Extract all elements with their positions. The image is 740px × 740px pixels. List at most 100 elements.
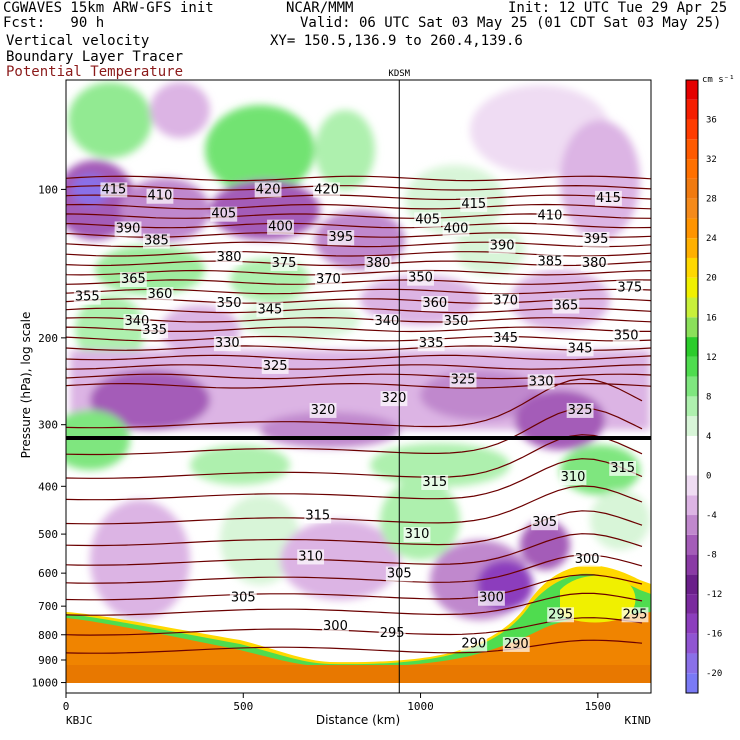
colorbar-swatch <box>686 376 698 397</box>
theta-contour-label: 315 <box>610 461 635 476</box>
theta-label-bg <box>421 296 449 312</box>
theta-contour-label: 325 <box>568 403 593 418</box>
kdsm-marker-label: KDSM <box>388 69 410 79</box>
theta-label-bg <box>215 296 243 312</box>
theta-contour-label: 370 <box>316 272 341 287</box>
theta-contour-label: 345 <box>257 302 282 317</box>
theta-label-bg <box>616 280 644 296</box>
theta-contour-label: 310 <box>298 549 323 564</box>
theta-contour-label: 305 <box>231 591 256 606</box>
colorbar-swatch <box>686 99 698 120</box>
theta-contour <box>66 203 651 210</box>
theta-label-bg <box>595 190 622 206</box>
theta-label-bg <box>373 314 401 330</box>
theta-label-bg <box>414 212 442 228</box>
colorbar-swatch <box>686 574 698 595</box>
vertical-velocity-colorbar: -20 -16 -12 -8 -4 0 4 8 12 16 20 24 28 32 36 <box>685 79 722 694</box>
colorbar-swatch <box>686 159 698 179</box>
colorbar-tick-label: -20 <box>706 669 722 679</box>
colorbar-swatch <box>686 277 698 298</box>
theta-contour-label: 410 <box>538 209 563 224</box>
theta-label-bg <box>417 336 445 352</box>
colorbar-swatch <box>686 257 698 278</box>
theta-label-bg <box>114 221 142 237</box>
colorbar-swatch <box>686 198 698 219</box>
theta-contour-label: 380 <box>582 256 607 271</box>
colorbar-tick-label: 20 <box>706 274 717 284</box>
y-tick-label: 1000 <box>32 677 59 690</box>
theta-label-bg <box>327 230 355 246</box>
theta-contour-label: 335 <box>419 336 444 351</box>
theta-contour <box>66 407 643 456</box>
theta-label-bg <box>460 196 488 212</box>
colorbar-swatch <box>686 218 698 239</box>
theta-label-bg <box>322 619 349 635</box>
theta-label-bg <box>502 636 530 652</box>
colorbar-swatch <box>686 396 698 417</box>
theta-contour-label: 415 <box>461 197 486 212</box>
theta-contour-label: 325 <box>451 373 476 388</box>
colorbar-swatch <box>686 356 698 377</box>
theta-contour-label: 395 <box>584 232 609 247</box>
y-tick-label: 800 <box>38 629 58 642</box>
colorbar-swatch <box>686 119 698 140</box>
theta-contour-label: 315 <box>422 475 447 490</box>
colorbar-tick-label: 32 <box>706 155 717 165</box>
theta-label-bg <box>488 238 516 254</box>
theta-label-bg <box>304 508 332 524</box>
theta-label-bg <box>142 233 170 249</box>
colorbar-swatch <box>686 554 698 575</box>
colorbar-tick-label: 36 <box>706 116 717 126</box>
theta-label-bg <box>270 255 298 271</box>
theta-label-bg <box>229 590 257 606</box>
theta-contour <box>66 617 643 636</box>
x-start-station: KBJC <box>66 714 93 727</box>
theta-contour <box>66 434 643 479</box>
theta-contour-label: 420 <box>314 182 339 197</box>
theta-contour-label: 305 <box>532 515 557 530</box>
theta-contour-label: 380 <box>217 250 242 265</box>
colorbar-swatch <box>686 139 698 160</box>
theta-contour <box>66 345 651 351</box>
theta-label-bg <box>492 293 520 309</box>
theta-label-bg <box>119 272 147 288</box>
theta-label-bg <box>100 182 128 198</box>
colorbar-tick-label: -16 <box>706 630 722 640</box>
theta-contour <box>66 639 643 654</box>
theta-contour-label: 400 <box>268 220 293 235</box>
colorbar-swatch <box>686 613 698 634</box>
theta-label-bg <box>267 219 294 235</box>
theta-contour-label: 360 <box>422 296 447 311</box>
theta-contour-label: 365 <box>121 272 146 287</box>
colorbar-swatch <box>686 297 698 318</box>
theta-label-bg <box>531 515 559 531</box>
colorbar-swatch <box>686 515 698 535</box>
theta-contour-label: 335 <box>142 323 167 338</box>
theta-contour-label: 370 <box>493 294 518 309</box>
colorbar-swatch <box>686 653 698 674</box>
colorbar-swatch <box>686 238 698 258</box>
theta-contour-label: 375 <box>272 256 297 271</box>
theta-contour <box>66 364 651 370</box>
colorbar-swatch <box>686 673 698 693</box>
theta-contour-label: 320 <box>311 403 336 418</box>
colorbar-tick-label: 24 <box>706 234 717 244</box>
theta-label-bg <box>621 607 649 623</box>
theta-contour-label: 380 <box>366 256 391 271</box>
theta-contour <box>66 335 651 342</box>
y-tick-label: 200 <box>38 332 58 345</box>
theta-label-bg <box>314 272 342 288</box>
theta-contour-label: 355 <box>75 290 100 305</box>
theta-label-bg <box>566 402 594 418</box>
theta-contour-label: 310 <box>405 527 430 542</box>
init-time: Init: 12 UTC Tue 29 Apr 25 <box>508 0 728 16</box>
theta-label-bg <box>256 302 284 318</box>
theta-contour <box>66 554 643 584</box>
theta-contour-label: 295 <box>623 607 648 622</box>
theta-contour-label: 300 <box>479 591 504 606</box>
colorbar-swatch <box>686 337 698 357</box>
theta-contour-label: 365 <box>553 299 578 314</box>
theta-contour-label: 400 <box>444 221 469 236</box>
y-axis-title: Pressure (hPa), log scale <box>19 312 33 459</box>
y-tick-label: 400 <box>38 480 58 493</box>
